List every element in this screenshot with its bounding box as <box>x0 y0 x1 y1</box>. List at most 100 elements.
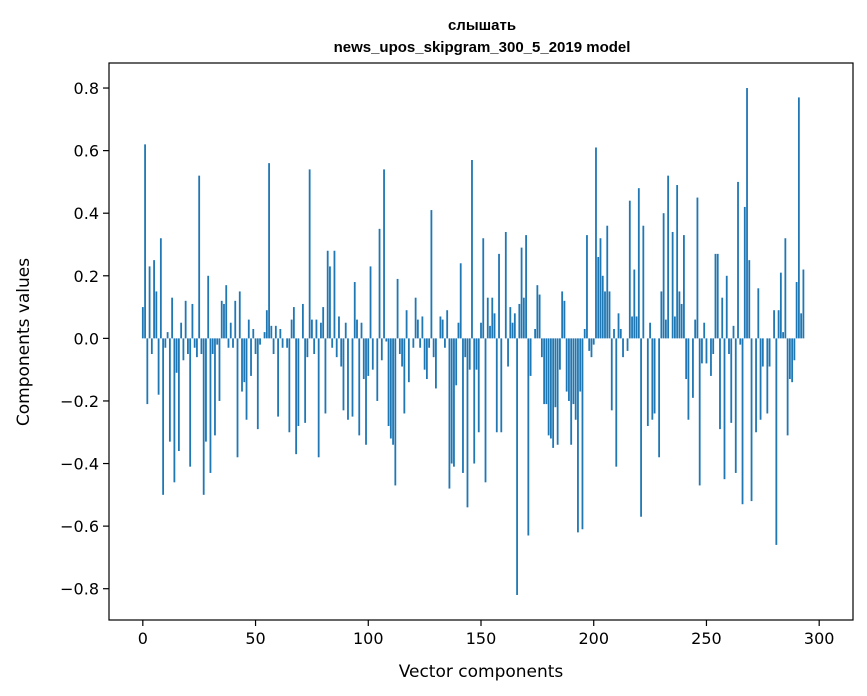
bar <box>380 338 383 361</box>
bar <box>588 338 591 351</box>
bar <box>664 319 667 339</box>
bar <box>459 263 462 339</box>
y-tick-label: −0.2 <box>60 392 99 411</box>
bar <box>196 338 198 358</box>
bar <box>376 338 379 401</box>
bar <box>741 338 744 505</box>
bar <box>687 338 690 420</box>
bar <box>164 338 167 348</box>
bar <box>556 338 559 445</box>
bar <box>649 322 651 339</box>
bar <box>155 291 158 339</box>
bar <box>678 291 681 339</box>
bar <box>279 328 282 339</box>
bar <box>419 338 422 348</box>
bar <box>739 338 742 345</box>
bar <box>205 338 207 442</box>
bar <box>671 231 674 339</box>
bar <box>378 228 381 339</box>
bar <box>565 338 568 392</box>
bar <box>444 338 446 348</box>
y-axis-label: Components values <box>14 258 34 426</box>
bar <box>626 338 629 351</box>
bar <box>581 338 584 530</box>
bar <box>198 175 201 339</box>
bar <box>259 338 261 345</box>
x-axis-label: Vector components <box>399 662 564 682</box>
bar <box>730 338 733 423</box>
bar <box>509 307 512 339</box>
bar <box>297 338 300 426</box>
bar <box>750 338 753 502</box>
bar <box>568 338 570 401</box>
bar <box>786 338 789 436</box>
bar <box>313 338 316 355</box>
bar <box>791 338 794 383</box>
y-axis-ticks: −0.8 −0.6 −0.4 −0.2 0.0 0.2 0.4 0.6 0.8 <box>60 79 109 599</box>
x-tick-label: 200 <box>578 629 609 648</box>
bar <box>335 338 338 358</box>
bar <box>482 238 485 339</box>
bar <box>347 338 349 420</box>
bar <box>344 322 347 339</box>
bar <box>362 338 365 380</box>
bar <box>360 322 363 339</box>
bar <box>748 260 751 339</box>
bar <box>651 338 654 420</box>
bar <box>667 175 670 339</box>
bar <box>214 338 216 436</box>
bar <box>480 322 482 339</box>
bar <box>238 291 241 339</box>
bar <box>326 250 329 339</box>
bar <box>637 188 640 339</box>
bar <box>518 303 521 339</box>
bar <box>491 297 494 339</box>
bar <box>784 238 787 339</box>
bar <box>507 338 509 367</box>
bar <box>229 322 232 339</box>
bar <box>241 338 243 392</box>
bar <box>660 291 663 339</box>
bar <box>371 338 374 370</box>
bar <box>286 338 289 348</box>
chart-subtitle: news_upos_skipgram_300_5_2019 model <box>334 39 631 56</box>
bar <box>538 294 541 339</box>
x-tick-label: 150 <box>466 629 497 648</box>
bar <box>416 319 419 339</box>
bar <box>640 338 642 517</box>
bar <box>295 338 298 455</box>
bar <box>396 278 399 339</box>
bar <box>315 319 318 339</box>
bar <box>543 338 546 405</box>
bar <box>292 307 295 339</box>
bar <box>272 338 275 355</box>
bar <box>193 338 196 348</box>
bar <box>365 338 367 445</box>
bar <box>407 338 410 383</box>
bar <box>329 266 331 339</box>
bar <box>685 338 688 380</box>
bar <box>180 322 183 339</box>
bar <box>599 238 602 339</box>
bar <box>633 269 636 339</box>
bar <box>728 338 730 355</box>
bar <box>547 338 550 436</box>
bar <box>324 338 327 414</box>
bar <box>549 338 552 439</box>
bar <box>414 297 417 339</box>
bar <box>692 338 694 398</box>
bar <box>719 338 721 430</box>
bar <box>779 272 782 339</box>
bar <box>394 338 397 486</box>
bar <box>317 338 320 458</box>
bar <box>398 338 401 355</box>
bar <box>342 338 345 411</box>
bar <box>450 338 453 464</box>
bar <box>265 310 268 339</box>
bar <box>527 338 530 536</box>
bar <box>608 291 611 339</box>
bar <box>351 338 354 417</box>
bar <box>552 338 555 448</box>
bar <box>676 185 679 339</box>
